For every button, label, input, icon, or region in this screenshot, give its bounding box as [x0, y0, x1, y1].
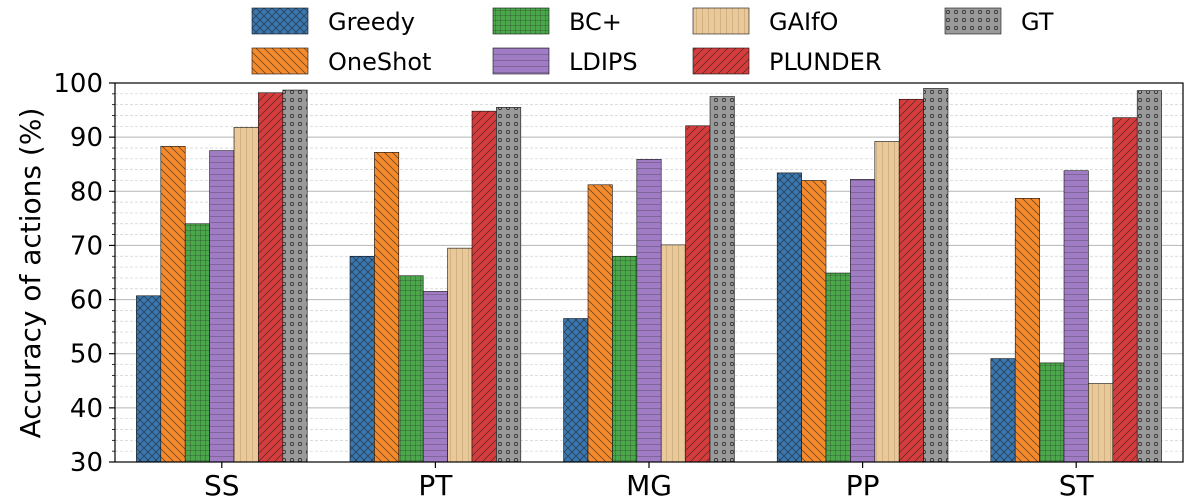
- legend-item-oneshot: OneShot: [251, 47, 431, 76]
- x-tick-label-pt: PT: [418, 469, 453, 500]
- legend-label: GAIfO: [769, 8, 838, 36]
- x-tick-label-st: ST: [1059, 469, 1095, 500]
- legend-item-ldips: LDIPS: [492, 47, 638, 76]
- legend-swatch: [251, 7, 309, 35]
- legend-item-plunder: PLUNDER: [692, 47, 882, 76]
- legend-label: GT: [1021, 8, 1054, 36]
- axes: 30 40 50 60 70 80 90 100 SS PT MG PP ST: [53, 69, 1184, 500]
- bar-gaifo-pp: [874, 141, 900, 463]
- bar-oneshot-ss: [160, 146, 186, 463]
- bar-bc-st: [1039, 362, 1065, 463]
- y-tick-label: 60: [70, 286, 103, 316]
- bar-plunder-mg: [685, 125, 711, 463]
- bar-gaifo-st: [1088, 383, 1114, 463]
- bar-gt-st: [1136, 90, 1162, 463]
- bar-ldips-ss: [209, 150, 235, 463]
- y-axis-label: Accuracy of actions (%): [14, 108, 47, 439]
- bar-oneshot-st: [1014, 198, 1040, 463]
- y-tick-label: 90: [70, 123, 103, 153]
- bar-ldips-st: [1063, 170, 1089, 463]
- bar-gt-mg: [709, 96, 735, 463]
- legend-label: OneShot: [328, 48, 431, 76]
- bar-bc-pp: [825, 272, 851, 463]
- legend-swatch: [492, 47, 550, 75]
- bar-gt-pt: [496, 107, 522, 463]
- legend-swatch: [251, 47, 309, 75]
- bar-ldips-pp: [850, 179, 876, 463]
- legend-item-greedy: Greedy: [251, 7, 415, 36]
- x-tick-label-ss: SS: [204, 469, 240, 500]
- y-tick-label: 70: [70, 231, 103, 261]
- bar-greedy-pt: [349, 255, 375, 463]
- bar-greedy-mg: [563, 318, 589, 463]
- bar-greedy-st: [990, 358, 1016, 463]
- bar-bc-mg: [612, 255, 638, 463]
- bar-gaifo-pt: [447, 247, 473, 463]
- y-tick-label: 100: [53, 69, 103, 99]
- bar-plunder-pt: [471, 110, 497, 463]
- legend-label: LDIPS: [569, 48, 638, 76]
- bar-bc-pt: [398, 275, 424, 463]
- bar-plunder-pp: [898, 98, 924, 463]
- y-tick-label: 30: [70, 448, 103, 478]
- bar-oneshot-mg: [587, 184, 613, 463]
- bar-ldips-mg: [636, 159, 662, 463]
- y-tick-label: 50: [70, 340, 103, 370]
- bar-greedy-pp: [776, 172, 802, 463]
- legend-item-gt: GT: [944, 7, 1054, 36]
- legend-label: BC+: [569, 8, 622, 36]
- bar-ldips-pt: [422, 291, 448, 463]
- legend-swatch: [944, 7, 1002, 35]
- legend-item-bc: BC+: [492, 7, 622, 36]
- bar-bc-ss: [184, 223, 210, 463]
- bar-greedy-ss: [136, 295, 162, 463]
- legend-label: PLUNDER: [769, 48, 882, 76]
- x-tick-label-mg: MG: [626, 469, 672, 500]
- bar-gaifo-mg: [660, 244, 686, 463]
- legend: Greedy OneShot BC+ LDIPS GAIfO PLUNDER GT: [251, 7, 1054, 76]
- y-tick-label: 40: [70, 394, 103, 424]
- legend-label: Greedy: [328, 8, 415, 36]
- bar-oneshot-pp: [801, 180, 827, 463]
- bar-gt-ss: [282, 89, 308, 463]
- bar-gaifo-ss: [233, 127, 259, 463]
- legend-swatch: [492, 7, 550, 35]
- bar-plunder-st: [1112, 117, 1138, 463]
- legend-item-gaifo: GAIfO: [692, 7, 838, 36]
- bar-gt-pp: [923, 88, 949, 463]
- bar-plunder-ss: [258, 92, 284, 463]
- legend-swatch: [692, 47, 750, 75]
- bar-oneshot-pt: [374, 152, 400, 463]
- bars: [136, 88, 1162, 463]
- legend-swatch: [692, 7, 750, 35]
- x-tick-label-pp: PP: [846, 469, 880, 500]
- y-tick-label: 80: [70, 177, 103, 207]
